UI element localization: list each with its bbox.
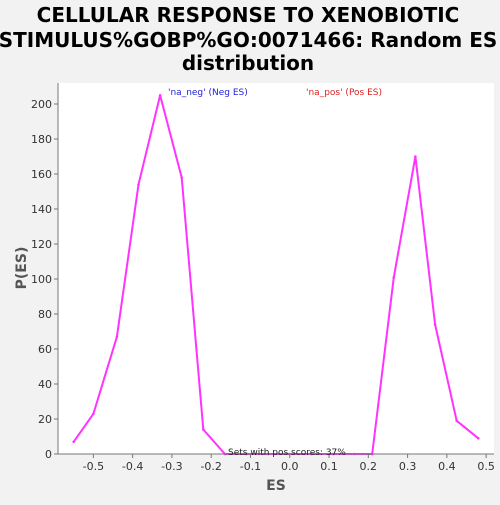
y-tick-label: 0 [45,448,52,461]
data-point [180,176,183,179]
y-tick-label: 40 [38,378,52,391]
x-tick-label: 0.5 [477,460,495,473]
y-tick-label: 160 [31,168,52,181]
x-tick-label: 0.4 [438,460,456,473]
data-point [433,323,437,326]
x-tick-label: 0.2 [360,460,378,473]
data-point [115,335,119,339]
chart-title-line-1: CELLULAR RESPONSE TO XENOBIOTIC [37,3,460,27]
data-point [414,155,417,158]
x-tick-label: -0.4 [122,460,143,473]
y-tick-label: 180 [31,133,52,146]
pos-scores-annotation: Sets with pos scores: 37% [228,448,346,458]
x-tick-label: 0.1 [320,460,338,473]
x-tick-label: 0.3 [399,460,417,473]
y-tick-label: 100 [31,273,52,286]
x-tick-label: -0.5 [83,460,104,473]
y-axis-label: P(ES) [14,247,30,290]
y-tick-label: 120 [31,238,52,251]
chart-title-line-2: STIMULUS%GOBP%GO:0071466: Random ES [0,28,497,52]
x-tick-label: -0.3 [161,460,182,473]
x-axis-label: ES [266,478,286,494]
data-point [202,428,205,431]
y-tick-label: 140 [31,203,52,216]
x-tick-label: -0.1 [240,460,261,473]
y-tick-label: 20 [38,413,52,426]
x-tick-label: 0.0 [281,460,299,473]
data-point [392,276,396,279]
y-tick-label: 60 [38,343,52,356]
data-point [477,437,480,440]
plot-area: 0 20 40 60 80 100 120 140 160 180 200 -0.5 -0.4 -0.3 -… [31,83,495,473]
y-tick-label: 80 [38,308,52,321]
legend-neg-es: 'na_neg' (Neg ES) [168,88,248,98]
series-line-2 [371,155,479,455]
data-point [72,440,75,444]
chart-title-line-3: distribution [182,51,314,75]
data-point [158,94,162,97]
y-tick-label: 200 [31,98,52,111]
plot-background [58,83,494,454]
data-point [92,412,95,416]
data-point [455,419,459,423]
data-point [137,183,140,186]
x-tick-label: -0.2 [200,460,221,473]
legend-pos-es: 'na_pos' (Pos ES) [306,88,382,98]
